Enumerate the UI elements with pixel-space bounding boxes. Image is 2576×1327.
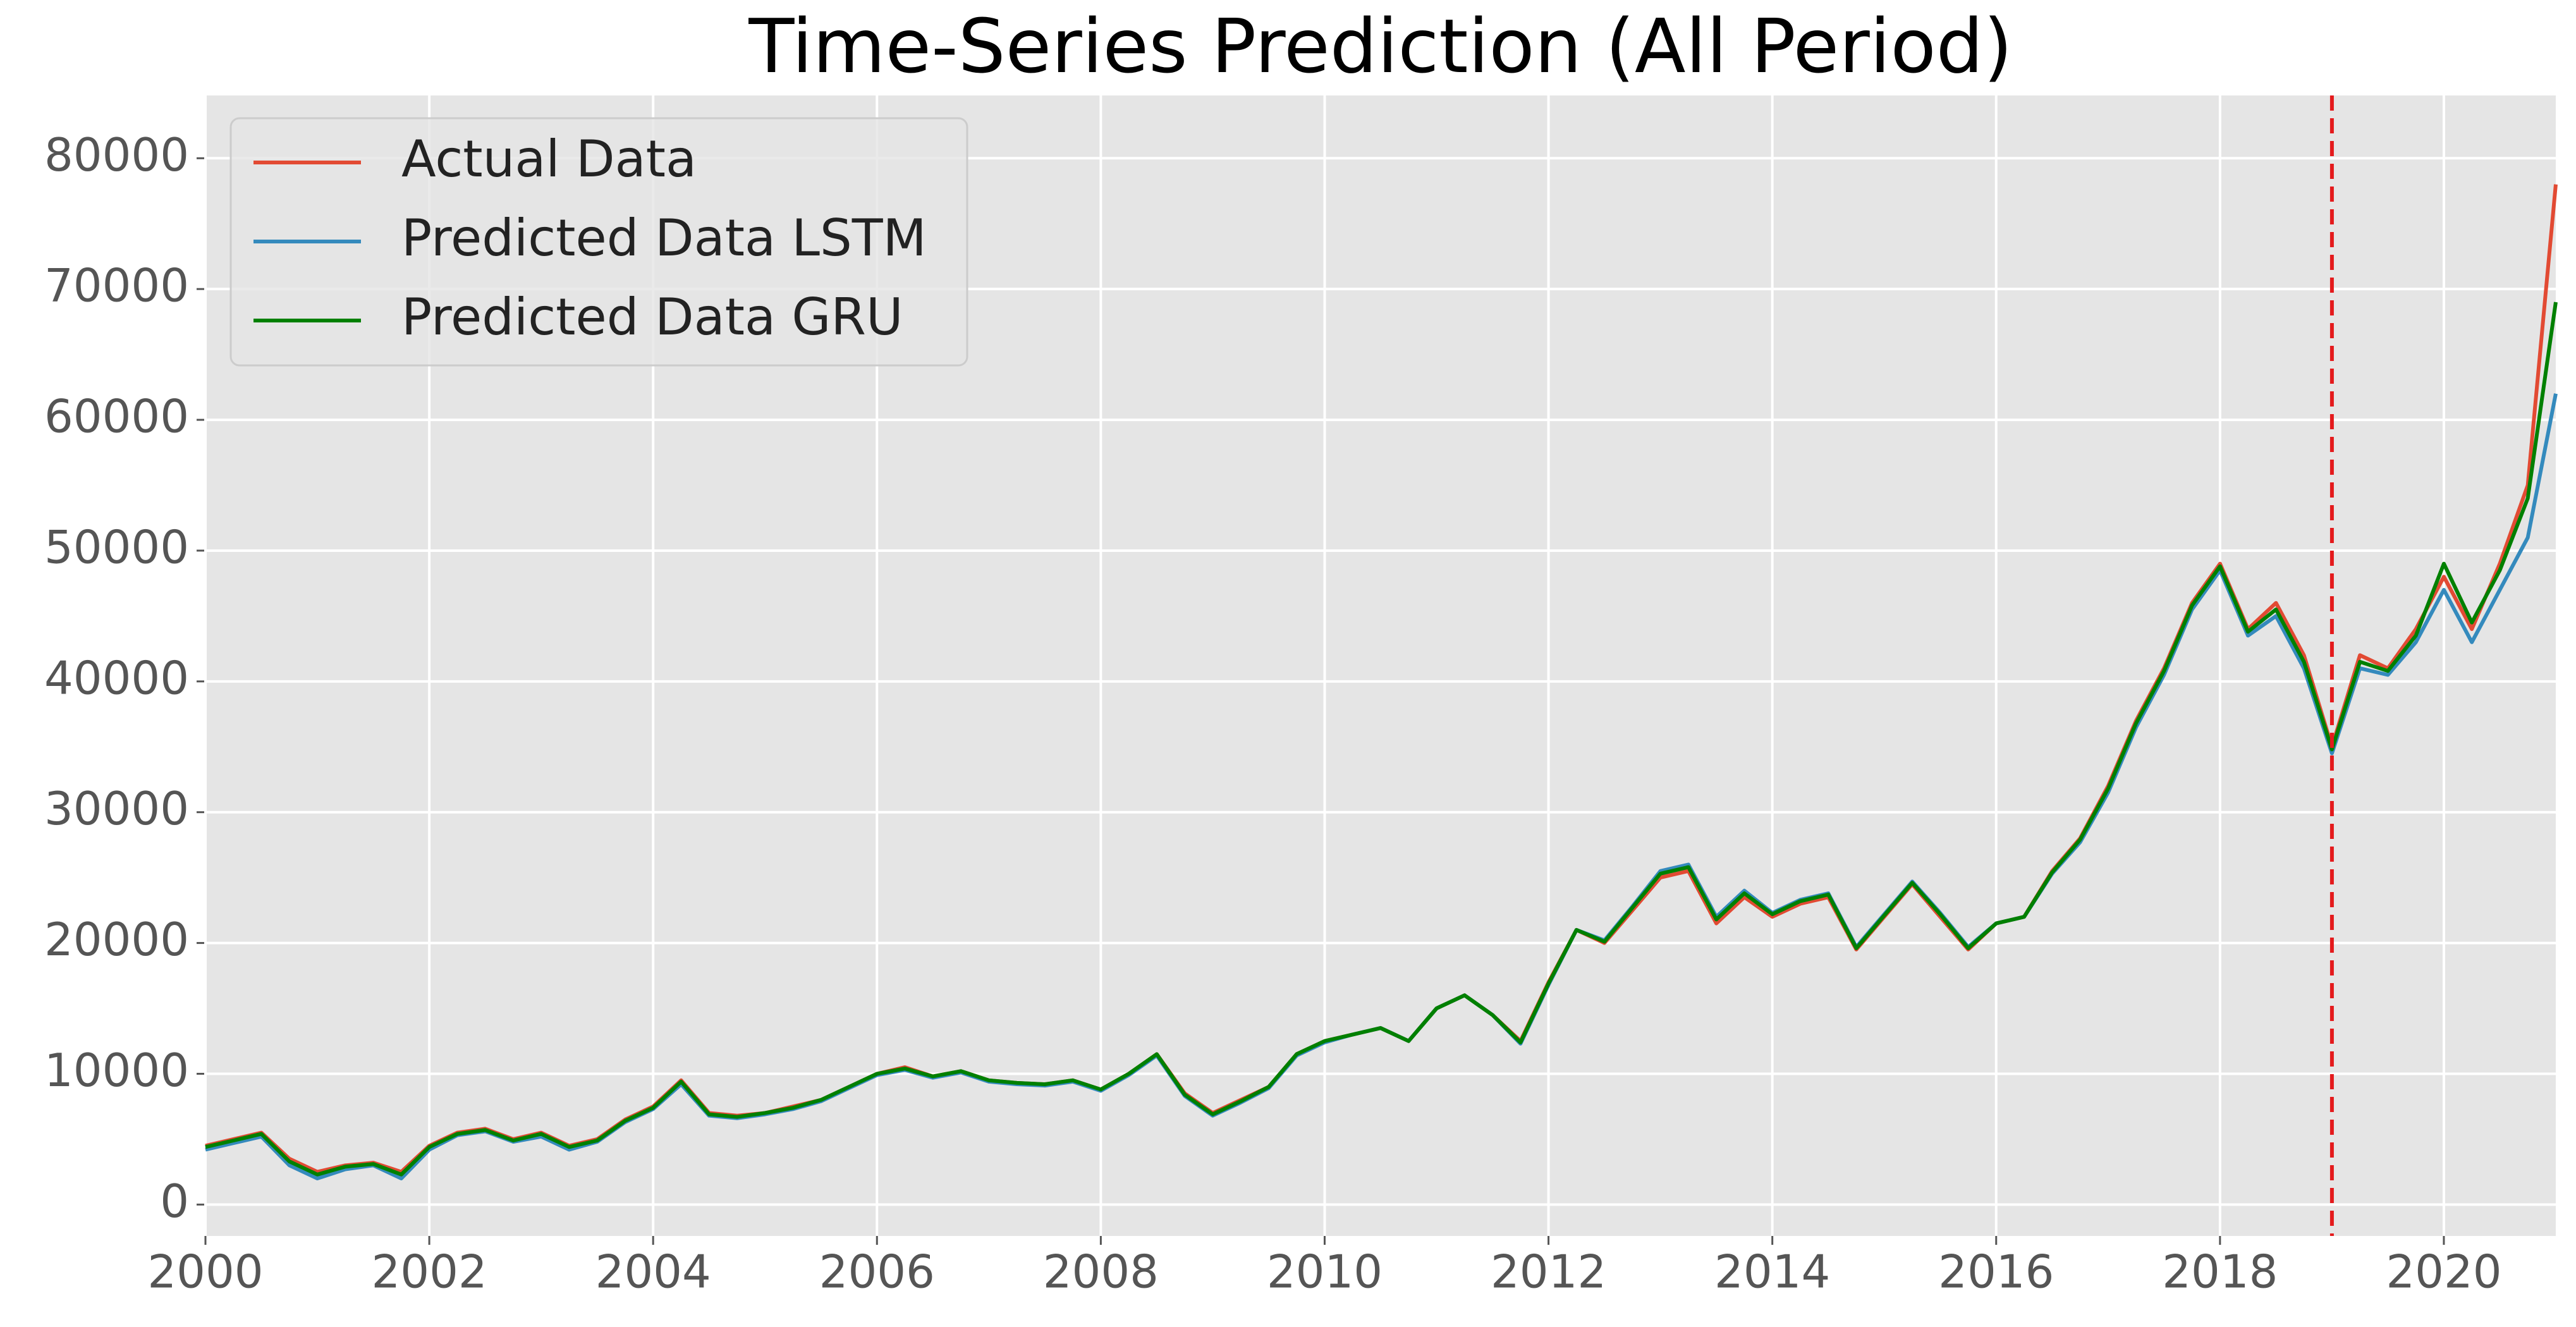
y-tick-label: 80000 [44,128,189,181]
legend: Actual Data Predicted Data LSTM Predicted … [229,117,968,367]
x-tick-label: 2008 [1043,1245,1159,1299]
series-line [205,302,2558,1177]
x-tick-label: 2006 [819,1245,935,1299]
y-tick-label: 10000 [44,1044,189,1097]
legend-label: Predicted Data LSTM [401,209,927,267]
x-tick-label: 2020 [2386,1245,2501,1299]
y-tick-label: 50000 [44,520,189,573]
y-tick-label: 40000 [44,651,189,704]
legend-label: Actual Data [401,130,697,188]
chart-title: Time-Series Prediction (All Period) [748,3,2012,90]
x-tick-label: 2012 [1491,1245,1606,1299]
legend-box [229,117,968,367]
x-tick-label: 2016 [1938,1245,2054,1299]
y-tick-label: 60000 [44,390,189,443]
x-tick-label: 2010 [1267,1245,1383,1299]
x-tick-label: 2004 [595,1245,711,1299]
x-tick-label: 2002 [371,1245,487,1299]
y-tick-label: 0 [160,1175,189,1228]
x-tick-label: 2000 [147,1245,263,1299]
x-tick-label: 2018 [2162,1245,2278,1299]
y-tick-label: 20000 [44,913,189,966]
y-tick-label: 70000 [44,259,189,312]
x-tick-label: 2014 [1714,1245,1830,1299]
y-tick-label: 30000 [44,782,189,835]
legend-label: Predicted Data GRU [401,288,903,346]
